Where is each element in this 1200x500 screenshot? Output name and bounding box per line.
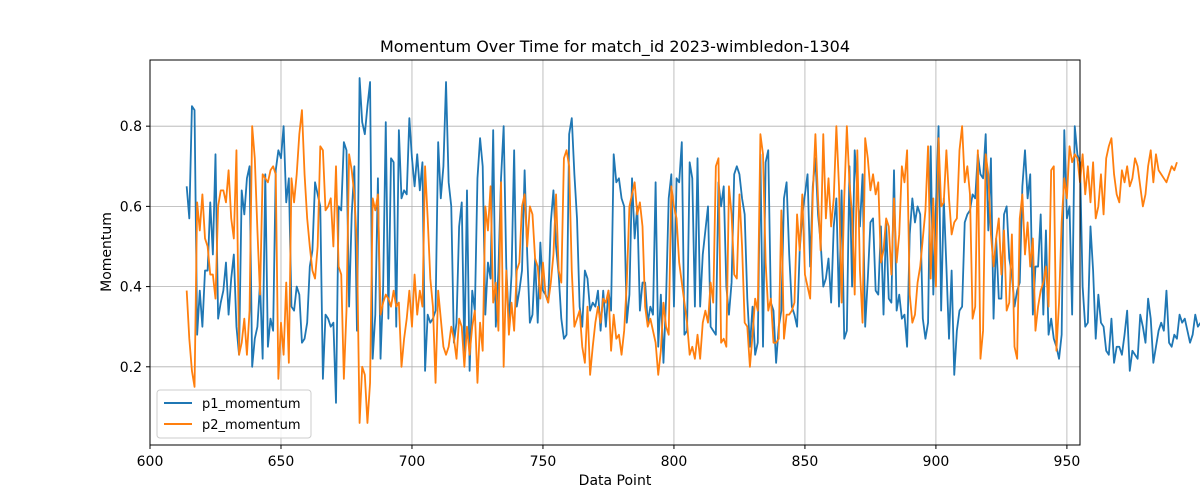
x-axis-label: Data Point (579, 473, 652, 489)
y-tick-label: 0.4 (120, 280, 142, 296)
x-tick-label: 900 (923, 454, 950, 470)
y-axis-ticks: 0.2 0.4 0.6 0.8 (120, 119, 150, 376)
x-tick-label: 850 (792, 454, 819, 470)
x-tick-label: 800 (661, 454, 688, 470)
legend-box (156, 389, 312, 439)
legend-label-p1: p1_momentum (202, 397, 301, 412)
x-tick-label: 650 (268, 454, 295, 470)
y-tick-label: 0.2 (120, 360, 142, 376)
plot-frame (149, 59, 1081, 446)
x-axis-ticks: 600 650 700 750 800 850 900 950 (137, 445, 1081, 470)
x-tick-label: 950 (1054, 454, 1081, 470)
series-layer (185, 77, 1200, 424)
y-tick-label: 0.6 (120, 199, 142, 215)
x-tick-label: 700 (399, 454, 426, 470)
x-tick-label: 750 (530, 454, 557, 470)
y-axis-label: Momentum (99, 212, 115, 292)
legend-label-p2: p2_momentum (202, 418, 301, 433)
chart-title: Momentum Over Time for match_id 2023-wim… (380, 37, 850, 57)
series-line-p2-momentum (185, 109, 1178, 424)
legend: p1_momentum p2_momentum (156, 389, 312, 439)
y-tick-label: 0.8 (120, 119, 142, 135)
x-tick-label: 600 (137, 454, 164, 470)
